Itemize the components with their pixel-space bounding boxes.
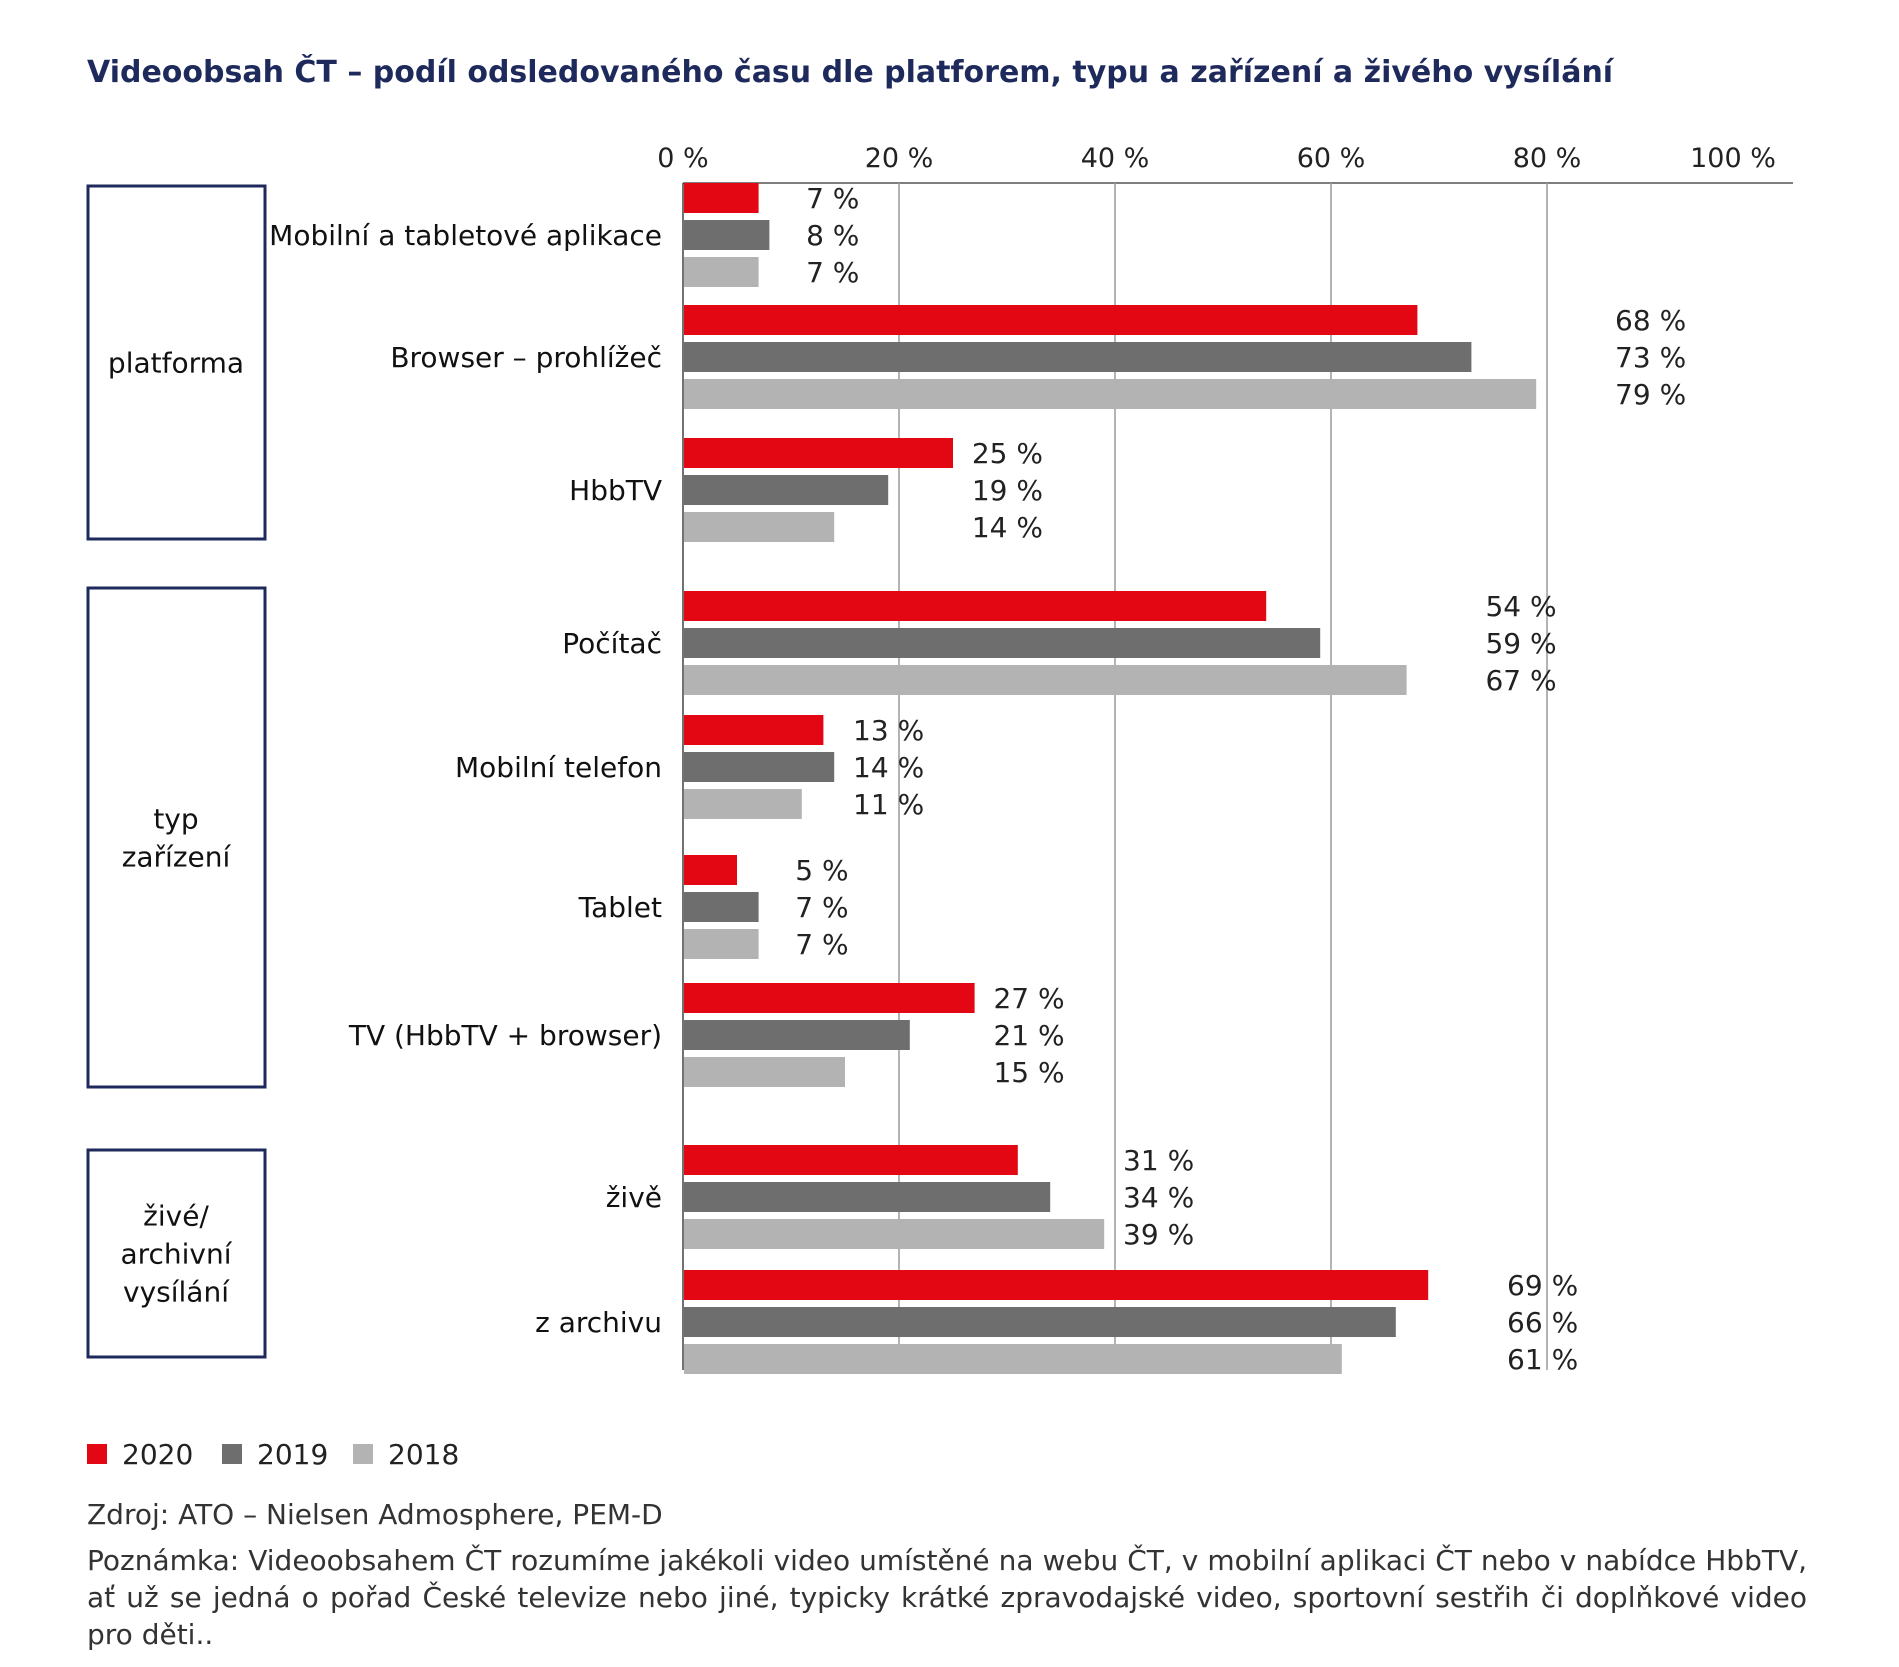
group-frame xyxy=(86,586,267,1089)
footnote: Poznámka: Videoobsahem ČT rozumíme jakék… xyxy=(87,1544,1807,1651)
bar-2019 xyxy=(684,220,770,250)
x-tick-label: 0 % xyxy=(657,143,708,174)
category-label: TV (HbbTV + browser) xyxy=(348,1019,662,1052)
bar-2018 xyxy=(684,512,835,542)
chart-title: Videoobsah ČT – podíl odsledovaného času… xyxy=(87,53,1615,90)
source-note: Zdroj: ATO – Nielsen Admosphere, PEM-D xyxy=(87,1498,663,1531)
data-label: 8 % xyxy=(806,219,859,252)
bar-2020 xyxy=(684,1270,1429,1300)
category-label: Počítač xyxy=(562,627,662,660)
group-frames: platforma typ zařízení živé/archivní vysílán… xyxy=(86,184,267,1359)
data-label: 19 % xyxy=(972,474,1043,507)
data-label: 15 % xyxy=(993,1056,1064,1089)
bar-2018 xyxy=(684,665,1407,695)
data-label: 14 % xyxy=(972,511,1043,544)
data-label: 11 % xyxy=(853,788,924,821)
labels: 7 % 8 % 7 % Mobilní a tabletové aplikace 68 … xyxy=(269,182,1686,1376)
legend-swatch xyxy=(222,1444,242,1464)
group-label: typ xyxy=(153,803,198,836)
bar-2018 xyxy=(684,1344,1342,1374)
bar-2020 xyxy=(684,438,953,468)
group-label: vysílání xyxy=(123,1276,230,1309)
legend-swatch xyxy=(87,1444,107,1464)
data-label: 7 % xyxy=(806,256,859,289)
bar-2019 xyxy=(684,628,1321,658)
group-label: platforma xyxy=(108,347,244,380)
data-label: 21 % xyxy=(993,1019,1064,1052)
legend-label: 2019 xyxy=(257,1438,328,1471)
data-label: 67 % xyxy=(1485,664,1556,697)
group-label: archivní xyxy=(120,1238,232,1271)
data-label: 7 % xyxy=(795,928,848,961)
legend-swatch xyxy=(353,1444,373,1464)
data-label: 5 % xyxy=(795,854,848,887)
bar-2019 xyxy=(684,1182,1051,1212)
bar-2018 xyxy=(684,1057,845,1087)
data-label: 13 % xyxy=(853,714,924,747)
category-label: Mobilní a tabletové aplikace xyxy=(269,219,662,252)
data-label: 7 % xyxy=(795,891,848,924)
bar-2019 xyxy=(684,892,759,922)
bar-2020 xyxy=(684,983,975,1013)
x-tick-label: 80 % xyxy=(1513,143,1582,174)
group-label: živé/ xyxy=(143,1200,209,1233)
data-label: 73 % xyxy=(1615,341,1686,374)
category-label: Tablet xyxy=(578,891,662,924)
group-frame xyxy=(86,1148,267,1359)
data-label: 59 % xyxy=(1485,627,1556,660)
category-label: HbbTV xyxy=(569,474,662,507)
bar-2018 xyxy=(684,1219,1105,1249)
x-tick-label: 20 % xyxy=(865,143,934,174)
data-label: 54 % xyxy=(1485,590,1556,623)
data-label: 39 % xyxy=(1123,1218,1194,1251)
data-label: 7 % xyxy=(806,182,859,215)
bar-2018 xyxy=(684,929,759,959)
group-label: zařízení xyxy=(122,841,232,874)
category-label: Browser – prohlížeč xyxy=(390,341,662,374)
x-tick-label: 100 % xyxy=(1690,143,1776,174)
bar-2020 xyxy=(684,1145,1018,1175)
bar-2020 xyxy=(684,591,1267,621)
data-label: 61 % xyxy=(1507,1343,1578,1376)
bar-2020 xyxy=(684,183,759,213)
data-label: 31 % xyxy=(1123,1144,1194,1177)
bar-2018 xyxy=(684,379,1537,409)
x-axis-ticks: 0 % 20 % 40 % 60 % 80 % 100 % xyxy=(657,143,1776,174)
x-tick-label: 60 % xyxy=(1297,143,1366,174)
bar-2019 xyxy=(684,1020,910,1050)
legend-label: 2020 xyxy=(122,1438,193,1471)
group-frame xyxy=(86,184,267,541)
bar-2019 xyxy=(684,475,889,505)
bar-2020 xyxy=(684,305,1418,335)
data-label: 79 % xyxy=(1615,378,1686,411)
legend-label: 2018 xyxy=(388,1438,459,1471)
bar-2020 xyxy=(684,715,824,745)
bar-2018 xyxy=(684,257,759,287)
bar-2019 xyxy=(684,1307,1396,1337)
data-label: 14 % xyxy=(853,751,924,784)
category-label: živě xyxy=(606,1181,662,1214)
data-label: 69 % xyxy=(1507,1269,1578,1302)
x-tick-label: 40 % xyxy=(1081,143,1150,174)
bar-2018 xyxy=(684,789,802,819)
data-label: 34 % xyxy=(1123,1181,1194,1214)
bar-2019 xyxy=(684,752,835,782)
data-label: 25 % xyxy=(972,437,1043,470)
data-label: 27 % xyxy=(993,982,1064,1015)
bar-2019 xyxy=(684,342,1472,372)
category-label: Mobilní telefon xyxy=(455,751,662,784)
bar-2020 xyxy=(684,855,737,885)
data-label: 68 % xyxy=(1615,304,1686,337)
data-label: 66 % xyxy=(1507,1306,1578,1339)
bars xyxy=(684,183,1537,1374)
category-label: z archivu xyxy=(535,1306,662,1339)
legend: 2020 2019 2018 xyxy=(87,1438,459,1471)
